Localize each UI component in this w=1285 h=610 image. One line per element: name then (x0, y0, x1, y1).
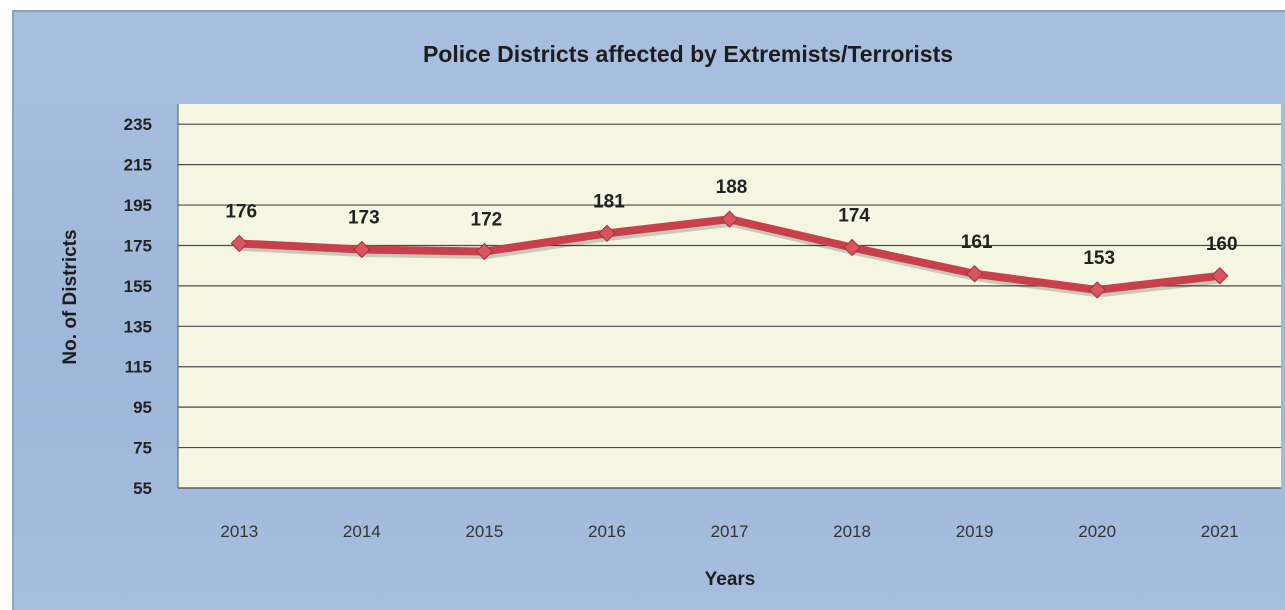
chart-title: Police Districts affected by Extremists/… (423, 41, 953, 67)
data-label: 176 (225, 201, 257, 222)
data-point (353, 240, 371, 259)
data-point (475, 242, 494, 261)
data-label: 161 (961, 232, 993, 253)
x-tick-label: 2014 (343, 522, 381, 541)
data-point (230, 234, 248, 253)
x-axis-title: Years (705, 569, 756, 590)
data-label: 172 (471, 210, 503, 231)
data-point (1211, 267, 1229, 285)
data-point (1088, 281, 1106, 299)
y-tick-label: 75 (133, 439, 152, 458)
y-axis-ticks: 55 75 95 115 135 155 175 195 215 235 (124, 115, 152, 498)
data-label: 160 (1206, 234, 1238, 255)
x-tick-label: 2020 (1078, 522, 1116, 541)
x-tick-label: 2013 (220, 522, 258, 541)
y-tick-label: 135 (124, 317, 152, 336)
y-tick-label: 235 (124, 115, 152, 134)
data-label: 181 (593, 191, 625, 212)
y-tick-label: 55 (133, 479, 152, 498)
y-tick-label: 115 (125, 358, 152, 377)
x-tick-label: 2019 (956, 522, 994, 541)
data-label: 188 (716, 177, 748, 198)
x-axis-ticks: 2013 2014 2015 2016 2017 2018 2019 2020 2021 (220, 522, 1238, 541)
x-tick-label: 2021 (1201, 522, 1239, 541)
data-label: 173 (348, 208, 380, 229)
x-tick-label: 2018 (833, 522, 871, 541)
data-point (965, 265, 984, 283)
gridlines (177, 104, 1281, 489)
data-point (598, 224, 616, 243)
data-label: 153 (1083, 248, 1115, 269)
x-tick-label: 2015 (465, 522, 503, 541)
y-tick-label: 155 (124, 277, 152, 296)
x-tick-label: 2017 (711, 522, 749, 541)
y-tick-label: 195 (124, 196, 152, 215)
data-label: 174 (838, 205, 870, 226)
y-tick-label: 95 (133, 398, 152, 417)
series-layer (230, 210, 1229, 299)
data-point (843, 238, 861, 257)
plot-area (178, 104, 1281, 488)
data-labels: 176 173 172 181 188 174 161 153 160 (225, 177, 1237, 269)
y-tick-label: 175 (124, 236, 152, 255)
y-tick-label: 215 (124, 156, 152, 175)
y-axis-title: No. of Districts (60, 229, 81, 364)
x-tick-label: 2016 (588, 522, 626, 541)
data-point (720, 210, 739, 228)
